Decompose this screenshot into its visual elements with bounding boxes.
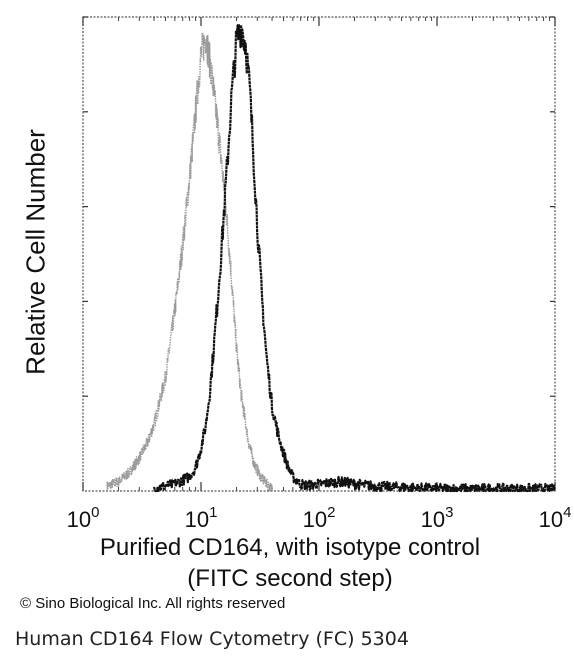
x-tick-label: 102	[303, 504, 336, 532]
x-tick-label: 104	[539, 504, 572, 532]
x-axis-label: Purified CD164, with isotype control (FI…	[30, 532, 550, 594]
axis-ticks	[82, 16, 556, 491]
x-tick-label: 100	[67, 504, 100, 532]
histogram-series	[106, 23, 557, 493]
x-axis-label-line1: Purified CD164, with isotype control	[99, 534, 481, 561]
copyright-notice: © Sino Biological Inc. All rights reserv…	[20, 595, 286, 612]
x-tick-labels: 100 101 102 103 104	[67, 504, 572, 532]
y-axis-label: Relative Cell Number	[20, 129, 51, 375]
cd164-curve	[152, 23, 557, 493]
figure-caption: Human CD164 Flow Cytometry (FC) 5304	[15, 628, 409, 650]
x-axis-label-line2: (FITC second step)	[187, 565, 393, 592]
x-tick-label: 103	[421, 504, 454, 532]
x-tick-label: 101	[185, 504, 218, 532]
isotype-control-curve	[106, 31, 273, 492]
